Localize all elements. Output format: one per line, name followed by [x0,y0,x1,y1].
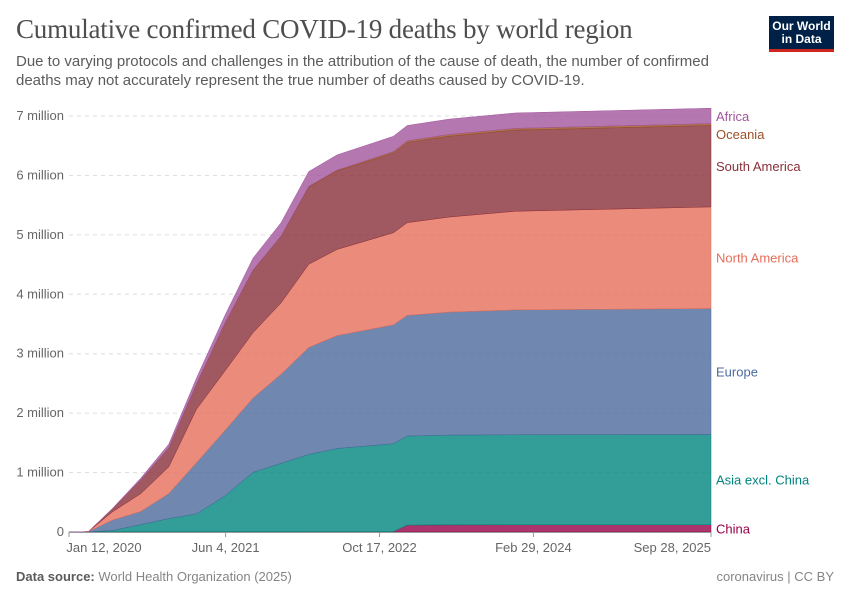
source-link[interactable]: World Health Organization (2025) [98,569,292,584]
area-africa [68,107,712,533]
y-tick-label: 5 million [16,227,64,242]
series-label: Europe [716,365,758,380]
y-tick-label: 1 million [16,465,64,480]
x-tick-label: Feb 29, 2024 [495,540,572,555]
y-tick-label: 3 million [16,346,64,361]
series-label: Africa [716,109,750,124]
series-label: South America [716,159,801,174]
chart-title: Cumulative confirmed COVID-19 deaths by … [16,14,633,44]
series-label: China [716,521,751,536]
logo-text: Our World in Data [772,19,831,46]
x-tick-label: Jun 4, 2021 [192,540,260,555]
license[interactable]: coronavirus | CC BY [716,569,834,584]
source-label: Data source: [16,569,95,584]
y-tick-label: 4 million [16,286,64,301]
series-label: Oceania [716,127,765,142]
y-tick-label: 0 [57,524,64,539]
series-label: North America [716,251,799,266]
y-tick-label: 7 million [16,108,64,123]
chart-subtitle: Due to varying protocols and challenges … [16,53,709,89]
x-tick-label: Jan 12, 2020 [66,540,141,555]
y-tick-label: 6 million [16,167,64,182]
y-tick-label: 2 million [16,405,64,420]
owid-logo[interactable]: Our World in Data [769,16,834,52]
x-tick-label: Sep 28, 2025 [634,540,711,555]
chart-area: 0 1 million 2 million 3 million 4 million 5 m… [16,107,810,555]
series-label: Asia excl. China [716,473,810,488]
x-tick-label: Oct 17, 2022 [342,540,416,555]
data-source: Data source: World Health Organization (… [16,569,292,584]
